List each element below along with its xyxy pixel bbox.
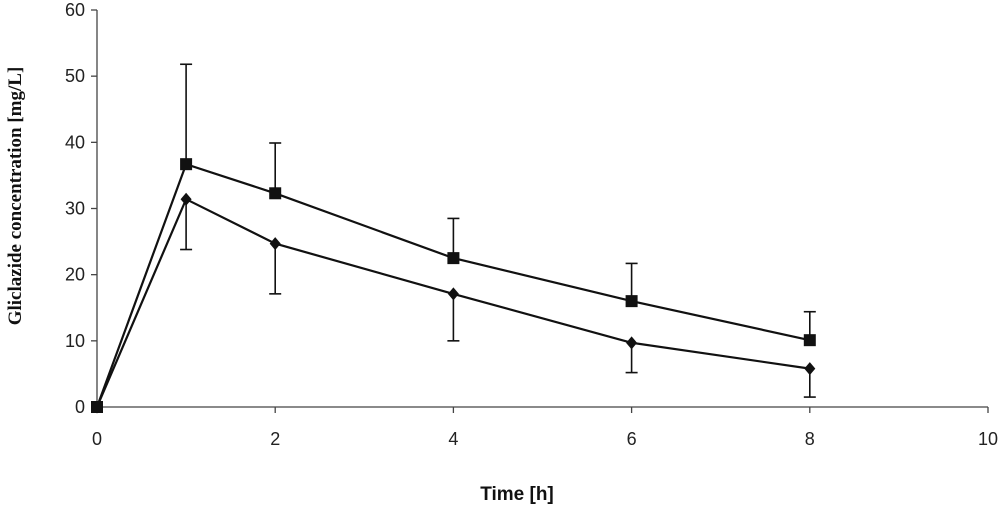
data-point-square bbox=[803, 334, 816, 347]
x-tick-label: 8 bbox=[805, 429, 815, 449]
x-tick-label: 2 bbox=[270, 429, 280, 449]
y-tick-label: 50 bbox=[65, 66, 85, 86]
series-line bbox=[95, 162, 811, 408]
data-point-square bbox=[180, 158, 193, 171]
data-point-diamond bbox=[447, 287, 459, 301]
y-tick-label: 40 bbox=[65, 132, 85, 152]
y-axis-title: Gliclazide concentration [mg/L] bbox=[5, 67, 26, 326]
tick-labels: 0 10 20 30 40 50 60 0 2 4 6 8 10 bbox=[65, 0, 998, 449]
data-point-square bbox=[625, 295, 638, 308]
x-tick-label: 10 bbox=[978, 429, 998, 449]
y-tick-label: 20 bbox=[65, 265, 85, 285]
data-point-diamond bbox=[91, 400, 103, 414]
series-square bbox=[91, 63, 816, 413]
y-tick-label: 10 bbox=[65, 331, 85, 351]
series-diamond bbox=[91, 192, 816, 414]
data-point-square bbox=[269, 187, 282, 200]
y-tick-label: 60 bbox=[65, 0, 85, 20]
data-point-diamond bbox=[626, 336, 638, 350]
y-tick-label: 0 bbox=[75, 397, 85, 417]
x-axis-title: Time [h] bbox=[480, 484, 554, 505]
chart-marks bbox=[91, 63, 816, 414]
x-tick-label: 4 bbox=[448, 429, 458, 449]
data-point-diamond bbox=[180, 192, 192, 206]
data-point-diamond bbox=[804, 362, 816, 376]
data-point-square bbox=[447, 252, 460, 265]
x-tick-label: 0 bbox=[92, 429, 102, 449]
series-line bbox=[95, 197, 810, 408]
x-tick-label: 6 bbox=[627, 429, 637, 449]
axes bbox=[91, 9, 989, 413]
data-point-diamond bbox=[269, 237, 281, 251]
y-tick-label: 30 bbox=[65, 199, 85, 219]
